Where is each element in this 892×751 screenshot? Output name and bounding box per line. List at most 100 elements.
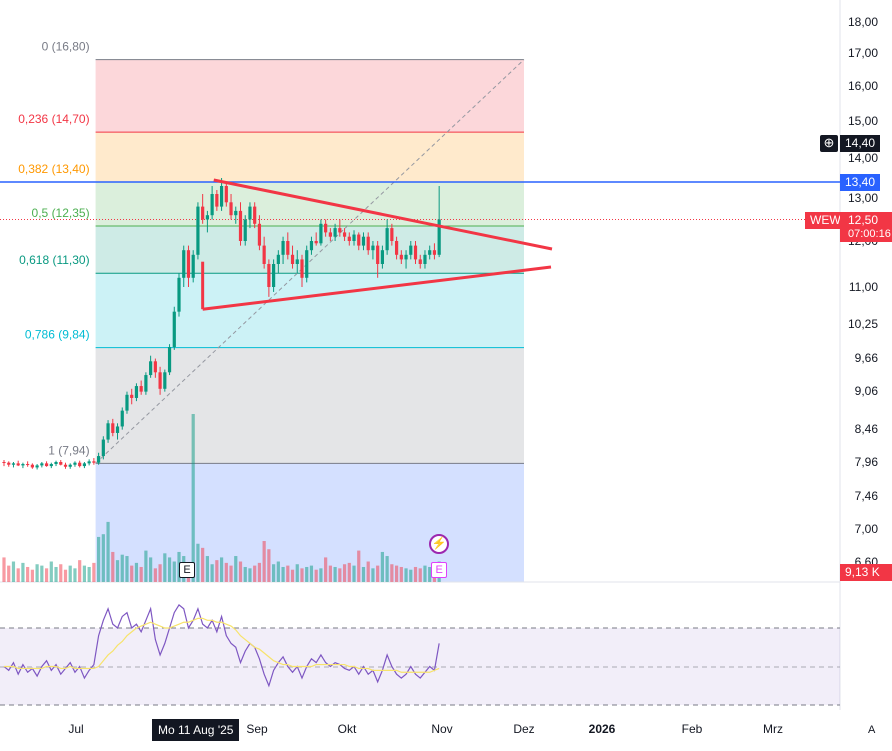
candle-body[interactable] [319,223,323,244]
add-alert-button[interactable]: ⊕ [820,135,838,153]
candle-body[interactable] [59,462,63,465]
candle-body[interactable] [68,464,72,467]
candle-body[interactable] [16,463,20,466]
candle-body[interactable] [253,206,257,224]
candle-body[interactable] [361,236,366,246]
candle-body[interactable] [376,245,380,264]
candle-body[interactable] [82,463,87,467]
candle-body[interactable] [35,465,39,468]
candle-body[interactable] [2,462,6,463]
candle-body[interactable] [238,210,243,241]
candle-body[interactable] [210,194,214,216]
candle-body[interactable] [257,223,262,246]
candle-body[interactable] [149,361,153,376]
candle-body[interactable] [224,186,228,203]
candle-body[interactable] [432,250,437,255]
candle-body[interactable] [409,245,413,255]
candle-body[interactable] [63,464,68,467]
candle-body[interactable] [314,241,318,244]
candle-body[interactable] [130,394,134,398]
candle-body[interactable] [418,259,422,264]
candle-body[interactable] [172,311,176,348]
candle-body[interactable] [186,250,191,278]
candle-body[interactable] [111,423,115,433]
candle-body[interactable] [54,462,58,465]
candle-body[interactable] [328,232,332,237]
candle-body[interactable] [342,232,347,237]
candle-body[interactable] [305,250,309,278]
candle-body[interactable] [87,461,91,464]
candle-body[interactable] [44,463,49,467]
candle-body[interactable] [196,206,200,255]
candle-body[interactable] [115,426,120,433]
dividend-flash-icon[interactable]: ⚡ [429,534,450,554]
candle-body[interactable] [347,236,351,241]
candle-body[interactable] [97,456,101,463]
candle-body[interactable] [338,228,342,233]
candle-body[interactable] [120,410,124,427]
candle-body[interactable] [219,186,224,207]
candle-body[interactable] [286,241,290,255]
candle-body[interactable] [92,461,96,463]
candle-body[interactable] [390,228,394,241]
auto-scale-button[interactable]: A [868,724,876,736]
candle-body[interactable] [262,245,266,264]
rsi-line[interactable] [3,604,440,688]
candle-body[interactable] [423,254,427,264]
candle-body[interactable] [78,462,82,467]
candle-body[interactable] [281,241,285,255]
candle-body[interactable] [30,464,34,468]
candle-body[interactable] [139,386,143,392]
candle-body[interactable] [144,375,148,392]
earnings-event-marker[interactable]: E [431,562,448,578]
candle-body[interactable] [191,254,195,278]
candle-body[interactable] [229,202,233,216]
candle-body[interactable] [40,463,44,466]
fib-level-label[interactable]: 0 (16,80) [42,40,90,54]
fib-level-label[interactable]: 0,618 (11,30) [19,253,90,267]
candle-body[interactable] [11,463,16,465]
candle-body[interactable] [428,250,432,255]
candle-body[interactable] [7,462,11,465]
candle-body[interactable] [333,228,337,237]
candle-body[interactable] [437,219,441,255]
candle-body[interactable] [106,423,110,440]
candle-body[interactable] [309,241,314,251]
candle-body[interactable] [380,250,384,264]
candle-body[interactable] [201,206,205,220]
candle-body[interactable] [134,386,139,398]
candle-body[interactable] [49,464,53,467]
candle-body[interactable] [101,439,105,457]
candle-body[interactable] [276,254,280,264]
candle-body[interactable] [234,210,238,216]
fib-level-label[interactable]: 0,382 (13,40) [18,162,89,176]
candle-body[interactable] [352,234,356,241]
candle-body[interactable] [158,372,162,389]
candle-body[interactable] [215,194,219,207]
candle-body[interactable] [248,206,252,220]
candle-body[interactable] [21,464,25,466]
candle-body[interactable] [324,223,328,233]
fib-level-label[interactable]: 0,236 (14,70) [18,112,89,126]
candle-body[interactable] [205,215,209,220]
candle-body[interactable] [366,236,370,251]
candle-body[interactable] [167,347,172,373]
candle-body[interactable] [163,372,167,389]
candle-body[interactable] [413,245,418,260]
candle-body[interactable] [404,254,408,260]
candle-body[interactable] [153,361,157,373]
candle-body[interactable] [243,219,247,242]
candle-body[interactable] [357,234,361,246]
candle-body[interactable] [300,259,304,278]
fib-level-label[interactable]: 0,5 (12,35) [32,206,90,220]
candle-body[interactable] [125,394,129,411]
candle-body[interactable] [182,250,186,278]
earnings-event-marker[interactable]: E [179,562,195,578]
candle-body[interactable] [399,254,403,260]
fib-level-label[interactable]: 0,786 (9,84) [25,328,90,342]
triangle-upper-line[interactable] [213,178,553,251]
candle-body[interactable] [295,259,299,264]
candle-body[interactable] [371,245,375,251]
triangle-lower-line[interactable] [202,265,552,311]
